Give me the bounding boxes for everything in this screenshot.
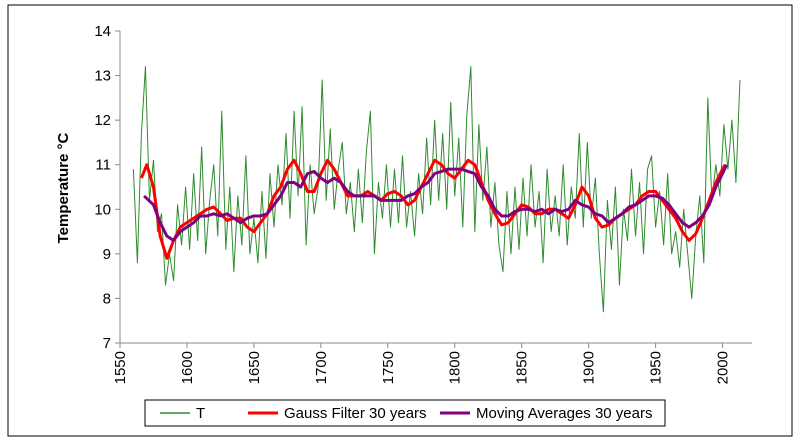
legend-label: Gauss Filter 30 years	[284, 405, 427, 422]
legend-box	[144, 399, 666, 427]
legend-label: Moving Averages 30 years	[476, 405, 653, 422]
y-tick-label: 14	[94, 23, 111, 40]
y-tick-label: 9	[103, 246, 111, 263]
x-tick-label: 2000	[715, 351, 732, 384]
y-tick-label: 11	[95, 157, 111, 174]
x-tick-label: 1850	[514, 351, 531, 384]
y-tick-label: 7	[103, 335, 111, 352]
x-tick-label: 1950	[648, 351, 665, 384]
y-tick-label: 8	[103, 290, 111, 307]
legend-label: T	[196, 405, 205, 422]
y-axis-label: Temperature °C	[55, 132, 72, 243]
y-tick-label: 13	[94, 68, 111, 85]
x-tick-label: 1700	[313, 351, 330, 384]
x-tick-label: 1800	[447, 351, 464, 384]
y-tick-label: 10	[94, 201, 111, 218]
y-tick-label: 12	[94, 112, 111, 129]
x-tick-label: 1600	[179, 351, 196, 384]
x-tick-label: 1550	[112, 351, 129, 384]
x-tick-label: 1900	[581, 351, 598, 384]
x-tick-label: 1750	[380, 351, 397, 384]
x-tick-label: 1650	[246, 351, 263, 384]
series-line	[143, 164, 728, 242]
